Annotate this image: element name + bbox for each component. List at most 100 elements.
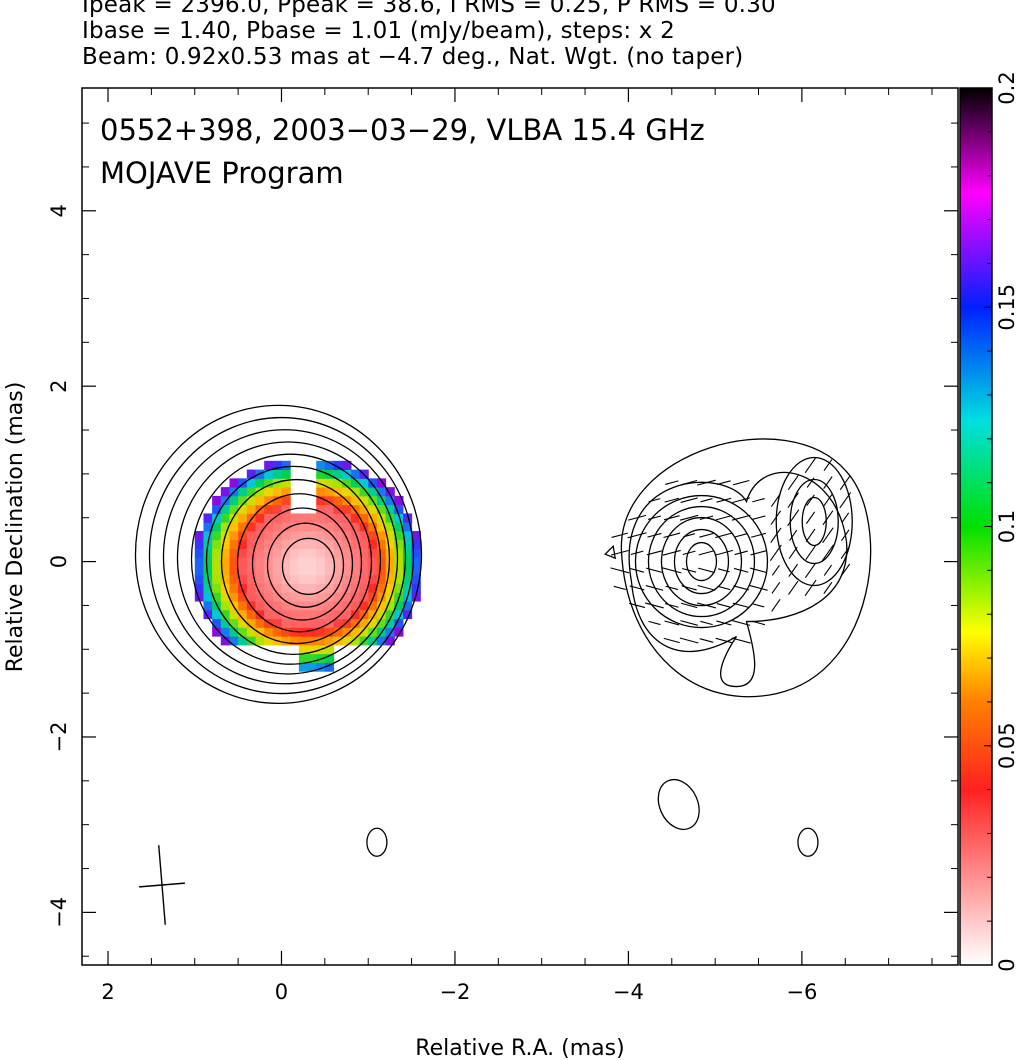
polarization-vector [680,602,698,609]
pol-pixel [238,522,248,532]
polarization-vector [664,603,679,608]
pol-pixel [394,583,404,593]
pol-pixel [307,522,317,532]
polarization-vector [771,564,780,576]
pol-pixel [316,566,326,576]
pol-pixel [359,548,369,558]
pol-pixel [264,566,274,576]
pol-pixel [342,478,352,488]
pol-pixel [290,539,300,549]
pol-pixel [359,601,369,611]
pol-pixel [385,522,395,532]
pol-pixel [307,644,317,655]
pol-pixel [359,618,369,628]
polarization-vector [697,584,716,591]
colorbar-tick-label: 0 [995,958,1019,971]
pol-pixel [290,609,300,620]
pol-pixel [324,548,335,558]
polarization-vector [752,498,765,503]
pol-pixel [385,495,395,506]
pol-pixel [212,504,222,514]
pol-pixel [307,557,317,567]
pol-pixel [212,495,222,506]
pol-pixel [272,609,283,620]
polarization-vector [646,567,663,574]
pol-pixel [307,583,317,593]
pol-pixel [203,522,213,532]
pol-pixel [298,530,309,541]
polarization-vector [788,563,799,577]
pol-pixel [342,469,352,479]
pol-pixel [194,574,204,585]
pol-pixel [376,618,387,628]
pol-pixel [246,530,257,541]
pol-pixel [238,504,248,514]
y-axis-label: Relative Declination (mas) [3,382,28,673]
pol-pixel [229,495,239,506]
polarization-vector [770,510,782,525]
polarization-vector [732,620,751,626]
pol-pixel [368,583,378,593]
pol-pixel [350,539,361,549]
polarization-vector [679,637,699,644]
pol-pixel [385,487,395,497]
pol-pixel [194,548,204,558]
pol-pixel [307,513,317,523]
pol-pixel [281,618,291,628]
polarization-vector [823,459,833,471]
pol-pixel [376,592,387,602]
pol-pixel [220,627,231,637]
pol-pixel [350,557,361,567]
pol-pixel [255,601,265,611]
pol-pixel [212,539,222,549]
pol-pixel [385,548,395,558]
pol-pixel [220,609,231,620]
polarization-vector [629,585,645,591]
pol-pixel [255,548,265,558]
pol-pixel [229,583,239,593]
pol-pixel [324,644,335,655]
core-contour [205,465,382,656]
core-contour [281,537,336,596]
pol-pixel [298,513,309,523]
pol-pixel [264,513,274,523]
pol-pixel [238,618,248,628]
pol-pixel [290,592,300,602]
polarization-vector [610,567,630,574]
pol-pixel [342,487,352,497]
polarization-vector [750,550,767,556]
pol-pixel [342,601,352,611]
pol-pixel [212,609,222,620]
polarization-vector [630,568,644,573]
polarization-vector [648,620,661,626]
pol-pixel [281,530,291,541]
pol-pixel [385,557,395,567]
pol-pixel [229,636,239,646]
y-tick-label: 0 [47,555,71,568]
pol-pixel [272,583,283,593]
polarization-vector [771,599,781,612]
pol-pixel [255,487,265,497]
pol-pixel [394,574,404,585]
polarization-vector [840,546,850,560]
core-contour [190,453,391,665]
pol-pixel [229,539,239,549]
pol-pixel [324,530,335,541]
pol-pixel [281,469,291,479]
pol-pixel [394,609,404,620]
pol-pixel [246,583,257,593]
jet-inner-contour [647,505,756,618]
polarization-vector [679,514,699,521]
pol-pixel [402,548,413,558]
polarization-vector [663,515,680,521]
pol-pixel [203,609,213,620]
pol-pixel [368,530,378,541]
polarization-vector [769,544,782,561]
pol-pixel [220,495,231,506]
pol-pixel [324,627,335,637]
pol-pixel [376,583,387,593]
pol-pixel [316,609,326,620]
pol-pixel [264,557,274,567]
pol-pixel [255,566,265,576]
pol-pixel [272,627,283,637]
